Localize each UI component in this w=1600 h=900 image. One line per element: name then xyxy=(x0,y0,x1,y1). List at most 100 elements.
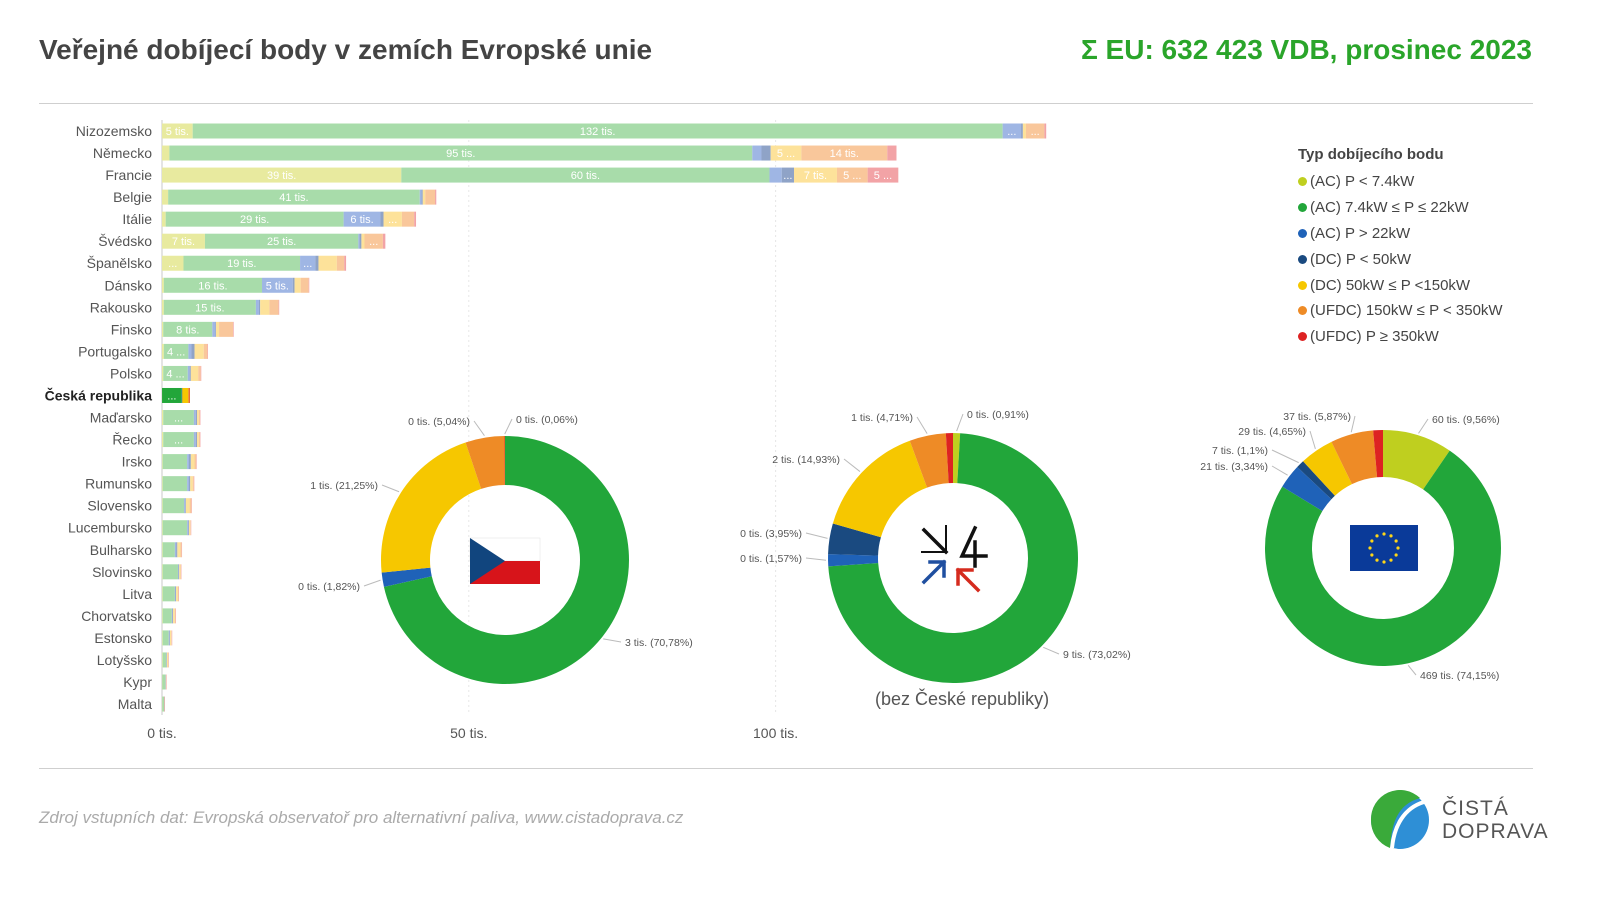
bar-segment xyxy=(166,652,169,668)
bar-segment xyxy=(233,321,234,337)
legend-label: (UFDC) 150kW ≤ P < 350kW xyxy=(1310,302,1503,320)
bar-segment xyxy=(294,277,301,293)
bar-segment xyxy=(162,630,163,646)
bar-segment xyxy=(401,167,770,183)
bar-segment xyxy=(162,211,166,227)
donut-slice xyxy=(381,567,432,587)
bar-segment xyxy=(191,343,195,359)
donut-slice xyxy=(828,523,881,556)
bar-segment xyxy=(193,410,196,426)
bar-segment xyxy=(162,321,164,337)
bar-segment xyxy=(163,343,189,359)
bar-segment xyxy=(188,520,191,536)
bar-segment xyxy=(887,145,897,161)
country-label: Francie xyxy=(105,167,152,183)
bar-data-label: 4 ... xyxy=(167,346,185,358)
bar-segment xyxy=(200,365,202,381)
bar-segment xyxy=(1022,123,1026,139)
bar-data-label: 5 ... xyxy=(874,170,892,182)
bar-segment xyxy=(169,630,172,646)
bottom-divider xyxy=(39,768,1533,769)
bar-data-label: ... xyxy=(168,258,177,270)
bar-segment xyxy=(187,365,190,381)
donut-slice xyxy=(828,554,879,567)
bar-data-label: ... xyxy=(1007,126,1016,138)
bar-segment xyxy=(195,410,197,426)
slice-label: 21 tis. (3,34%) xyxy=(1200,461,1268,473)
bar-segment xyxy=(165,211,344,227)
legend-dot-icon xyxy=(1298,203,1307,213)
legend-item: (AC) P > 22kW xyxy=(1298,221,1503,247)
bar-segment xyxy=(219,321,234,337)
x-tick-label: 0 tis. xyxy=(147,725,177,741)
legend-label: (UFDC) P ≥ 350kW xyxy=(1310,328,1439,346)
country-label: Itálie xyxy=(122,211,152,227)
bar-segment xyxy=(258,299,261,315)
country-label: Lotyšsko xyxy=(97,652,152,668)
bar-segment xyxy=(163,432,194,448)
bar-segment xyxy=(187,454,189,470)
bar-segment xyxy=(1025,123,1045,139)
eu-flag-icon xyxy=(1350,525,1418,571)
legend-item: (AC) P < 7.4kW xyxy=(1298,169,1503,195)
slice-label: 0 tis. (3,95%) xyxy=(740,528,802,540)
bar-data-label: 8 tis. xyxy=(176,324,199,336)
bar-segment xyxy=(182,387,189,403)
slice-label: 1 tis. (21,25%) xyxy=(310,480,378,492)
bar-segment xyxy=(162,520,188,536)
bar-data-label: ... xyxy=(174,413,183,425)
bar-segment xyxy=(163,321,213,337)
slice-label: 9 tis. (73,02%) xyxy=(1063,649,1131,661)
bar-segment xyxy=(215,321,220,337)
bar-segment xyxy=(162,652,167,668)
bar-segment xyxy=(781,167,795,183)
bar-segment xyxy=(171,608,173,624)
bar-segment xyxy=(162,564,178,580)
bar-segment xyxy=(174,608,176,624)
bar-segment xyxy=(162,586,163,602)
bar-segment xyxy=(178,564,180,580)
legend-label: (AC) P < 7.4kW xyxy=(1310,173,1415,191)
bar-data-label: 29 tis. xyxy=(240,214,269,226)
leader-line xyxy=(1418,418,1429,434)
donut-slice xyxy=(1383,430,1450,490)
leader-line xyxy=(603,638,622,643)
bar-segment xyxy=(169,145,753,161)
bar-segment xyxy=(162,343,164,359)
bar-segment xyxy=(162,476,188,492)
bar-segment xyxy=(359,233,362,249)
bar-segment xyxy=(174,542,177,558)
legend-dot-icon xyxy=(1298,177,1307,187)
bar-segment xyxy=(176,542,178,558)
bar-segment xyxy=(162,608,172,624)
logo-line1: ČISTÁ xyxy=(1442,797,1509,820)
bar-data-label: ... xyxy=(174,435,183,447)
bar-segment xyxy=(184,498,186,514)
bar-segment xyxy=(414,211,417,227)
bar-segment xyxy=(308,277,310,293)
bar-data-label: 19 tis. xyxy=(227,258,256,270)
country-label: Slovinsko xyxy=(92,564,152,580)
slice-label: 469 tis. (74,15%) xyxy=(1420,670,1499,682)
bar-segment xyxy=(177,586,179,602)
legend-item: (AC) 7.4kW ≤ P ≤ 22kW xyxy=(1298,195,1503,221)
bar-segment xyxy=(435,189,437,205)
bar-data-label: 41 tis. xyxy=(279,192,308,204)
bar-segment xyxy=(278,299,280,315)
bar-segment xyxy=(212,321,216,337)
bar-segment xyxy=(382,233,386,249)
donut-slice xyxy=(1373,430,1383,478)
bar-segment xyxy=(344,255,347,271)
slice-label: 29 tis. (4,65%) xyxy=(1238,426,1306,438)
bar-segment xyxy=(318,255,337,271)
slice-label: 3 tis. (70,78%) xyxy=(625,637,693,649)
legend-dot-icon xyxy=(1298,280,1307,290)
bar-segment xyxy=(194,343,204,359)
bar-segment xyxy=(163,365,188,381)
bar-segment xyxy=(358,233,360,249)
bar-segment xyxy=(174,586,176,602)
bar-segment xyxy=(177,542,181,558)
leader-line xyxy=(805,557,827,561)
donut-slice xyxy=(383,436,629,684)
